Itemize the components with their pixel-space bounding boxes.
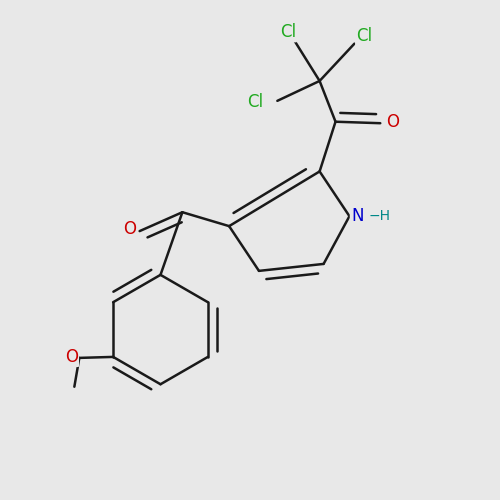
Text: N: N [351, 207, 364, 225]
Text: Cl: Cl [356, 27, 372, 45]
Text: O: O [386, 113, 398, 131]
Text: −H: −H [368, 209, 390, 223]
Text: Cl: Cl [248, 93, 264, 111]
Text: O: O [123, 220, 136, 238]
Text: Cl: Cl [280, 23, 296, 41]
Text: O: O [65, 348, 78, 366]
